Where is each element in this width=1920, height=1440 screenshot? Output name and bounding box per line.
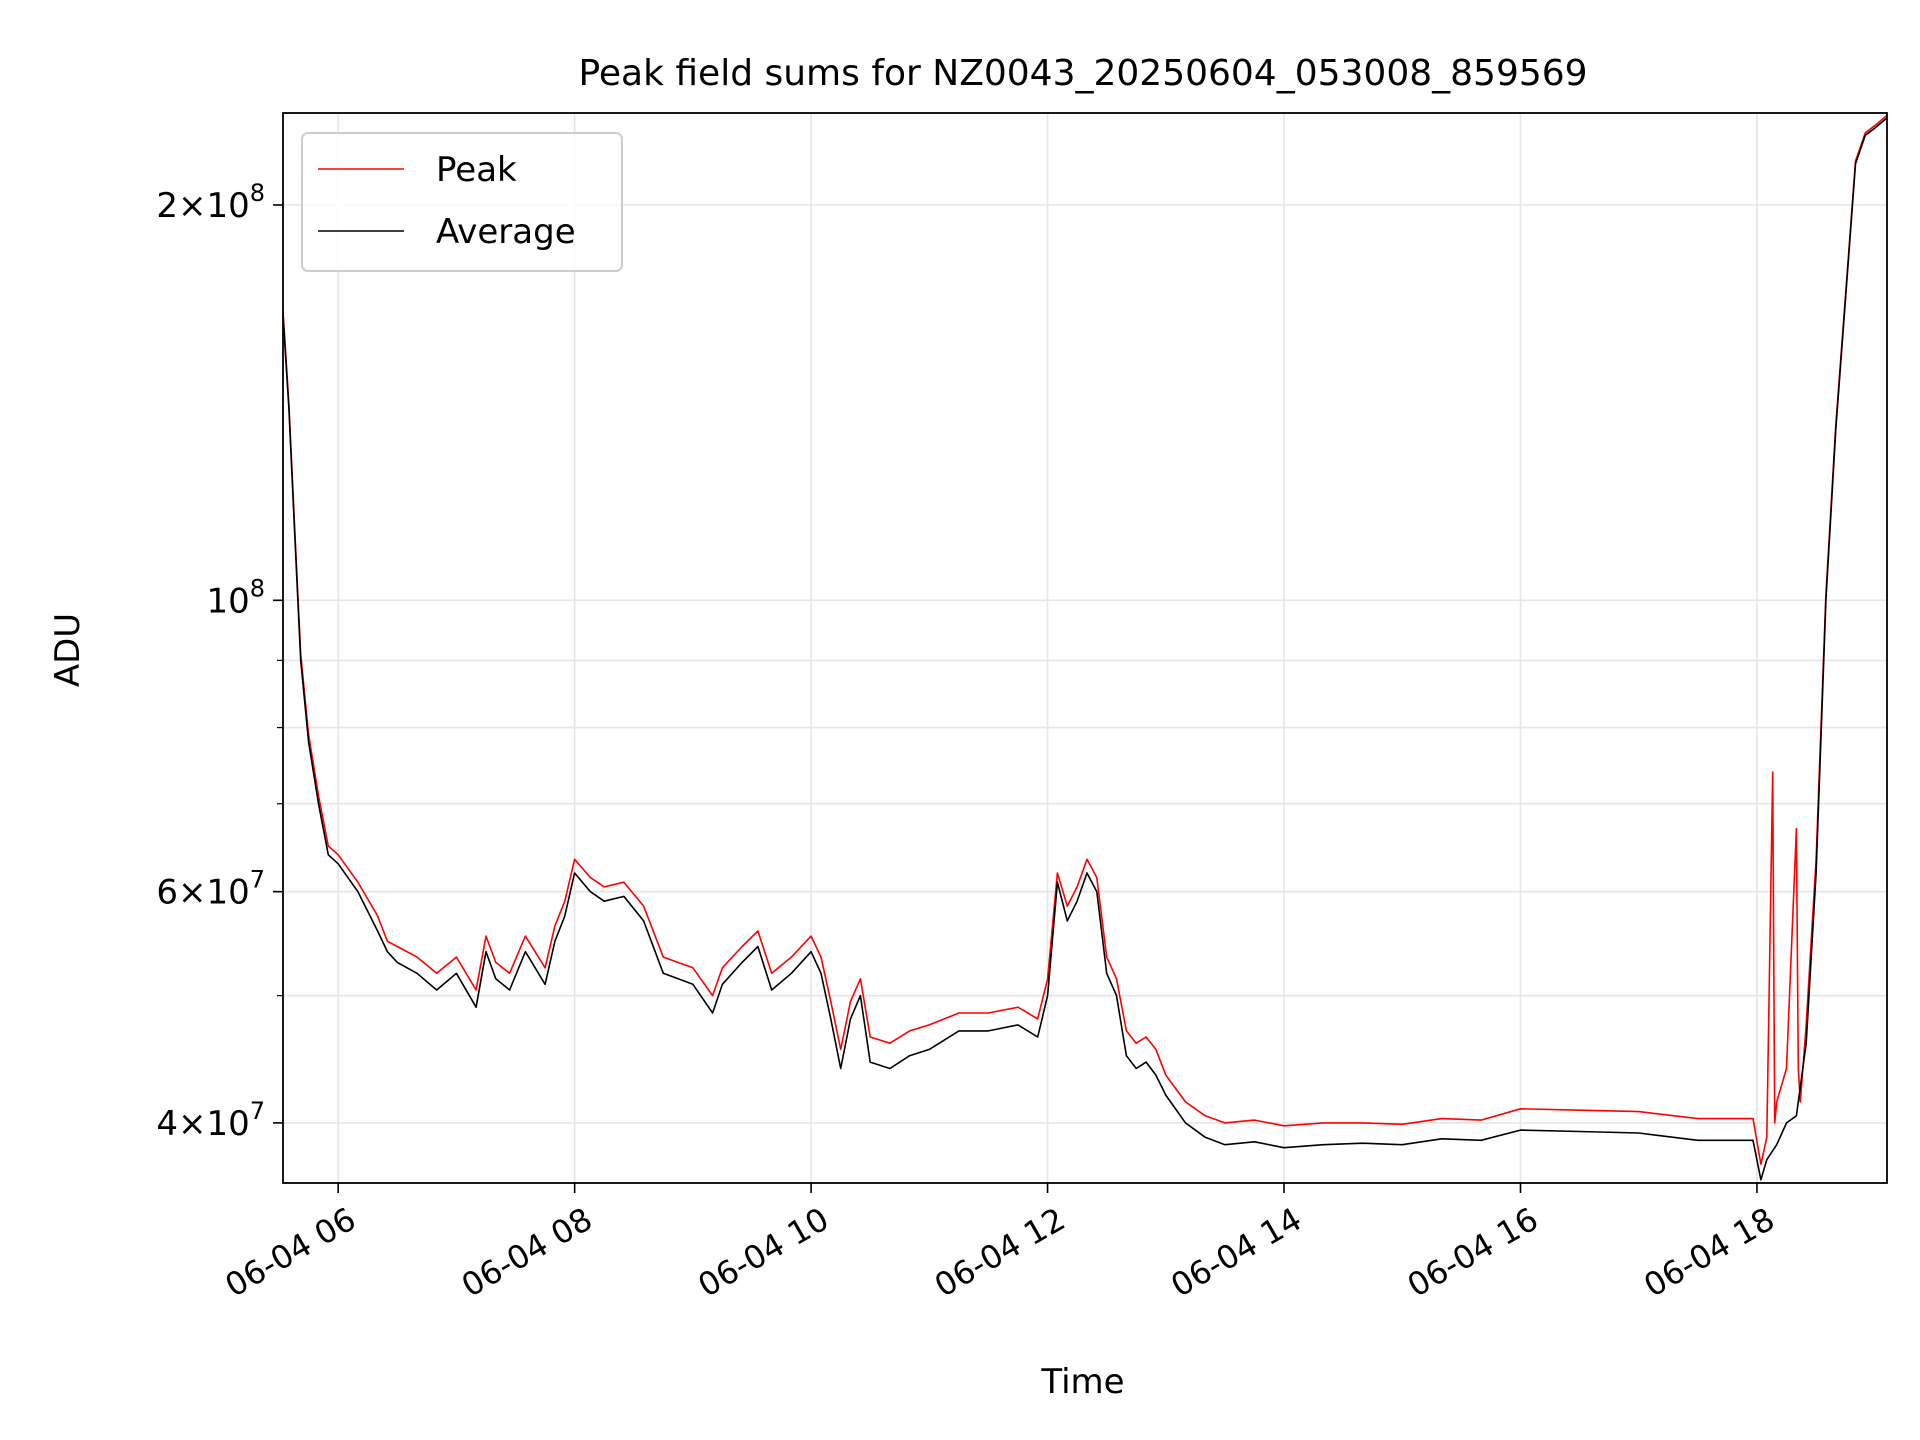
y-tick-label: 108 <box>206 574 265 621</box>
y-tick-exponent: 8 <box>250 179 265 207</box>
legend: Peak Average <box>301 132 623 272</box>
y-tick-times: × <box>178 186 207 226</box>
y-tick-base: 10 <box>206 186 249 226</box>
y-tick-times: × <box>178 873 207 913</box>
legend-box <box>301 132 623 272</box>
series-layer <box>282 114 1888 1181</box>
y-tick-base: 10 <box>206 581 249 621</box>
y-tick-label: 2×108 <box>156 179 265 226</box>
chart-title: Peak field sums for NZ0043_20250604_0530… <box>578 53 1587 94</box>
y-axis-label: ADU <box>48 613 88 687</box>
y-tick-base: 10 <box>206 1104 249 1144</box>
y-tick-exponent: 7 <box>250 1097 265 1125</box>
y-tick-label: 6×107 <box>156 866 265 913</box>
y-tick-base: 10 <box>206 873 249 913</box>
series-line-average <box>282 117 1888 1181</box>
y-tick-label: 4×107 <box>156 1097 265 1144</box>
legend-peak-label: Peak <box>436 150 517 190</box>
grid <box>283 113 1887 1183</box>
y-tick-mantissa: 2 <box>156 186 178 226</box>
y-tick-exponent: 8 <box>250 574 265 602</box>
y-tick-mantissa: 4 <box>156 1104 178 1144</box>
series-line-peak <box>282 114 1888 1166</box>
y-tick-exponent: 7 <box>250 866 265 894</box>
y-tick-times: × <box>178 1104 207 1144</box>
legend-average-label: Average <box>436 212 576 252</box>
x-axis-label: Time <box>1040 1362 1124 1402</box>
plot-frame <box>282 112 1888 1184</box>
y-tick-mantissa: 6 <box>156 873 178 913</box>
